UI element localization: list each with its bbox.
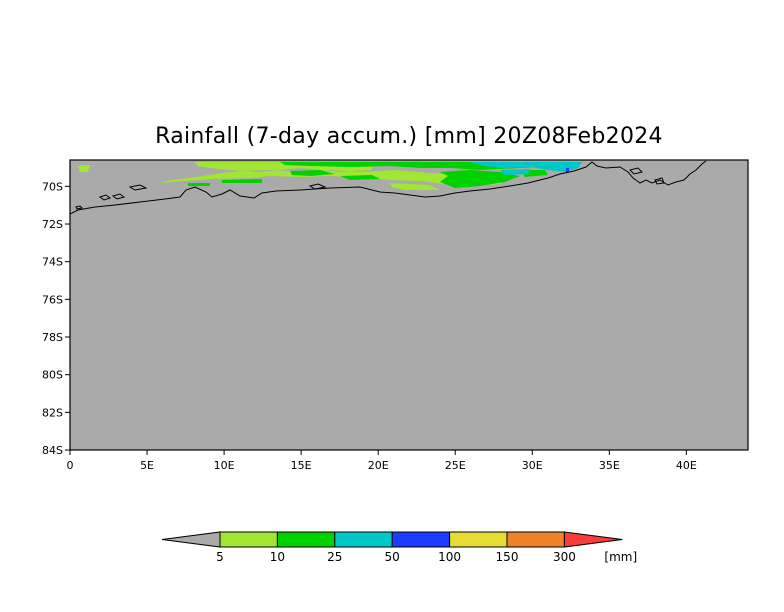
colorbar-level-label: 50 [385,550,400,564]
lat-tick-label: 74S [42,256,63,269]
lon-tick-label: 10E [214,459,235,472]
lon-tick-label: 35E [599,459,620,472]
lat-tick-label: 70S [42,180,63,193]
lon-tick-label: 15E [291,459,312,472]
colorbar: 5 10 25 50 100 150 300 [mm] [161,531,637,564]
rain-area-50-100 [566,168,569,172]
colorbar-low-end [161,531,221,548]
antarctic-coastline [70,160,707,215]
latitude-axis: 70S 72S 74S 76S 78S 80S 82S 84S [42,180,70,457]
rainfall-shading [78,162,582,190]
lon-tick-label: 40E [676,459,697,472]
colorbar-level-label: 100 [438,550,461,564]
lon-tick-label: 5E [140,459,154,472]
lon-tick-label: 0 [67,459,74,472]
colorbar-swatch [449,531,508,548]
colorbar-level-label: 25 [327,550,342,564]
rain-area-5-10 [78,162,505,190]
longitude-axis: 0 5E 10E 15E 20E 25E 30E 35E 40E [67,450,697,472]
lon-tick-label: 30E [522,459,543,472]
colorbar-level-label: 150 [496,550,519,564]
colorbar-level-label: 5 [216,550,224,564]
lon-tick-label: 20E [368,459,389,472]
map-background [70,160,748,450]
colorbar-swatch [334,531,393,548]
lon-tick-label: 25E [445,459,466,472]
colorbar-swatch [276,531,336,548]
colorbar-swatch [506,531,565,548]
colorbar-swatch [219,531,278,548]
map-frame [69,159,749,451]
colorbar-level-label: 10 [270,550,285,564]
colorbar-high-end [563,531,623,548]
lat-tick-label: 72S [42,218,63,231]
lat-tick-label: 76S [42,293,63,306]
lat-tick-label: 80S [42,369,63,382]
rain-area-10-25 [188,162,560,188]
map-title: Rainfall (7-day accum.) [mm] 20Z08Feb202… [155,124,663,149]
lat-tick-label: 82S [42,406,63,419]
lat-tick-label: 78S [42,331,63,344]
colorbar-swatch [391,531,451,548]
rain-area-25-50 [470,162,582,175]
colorbar-units: [mm] [604,550,637,564]
colorbar-level-label: 300 [553,550,576,564]
lat-tick-label: 84S [42,444,63,457]
